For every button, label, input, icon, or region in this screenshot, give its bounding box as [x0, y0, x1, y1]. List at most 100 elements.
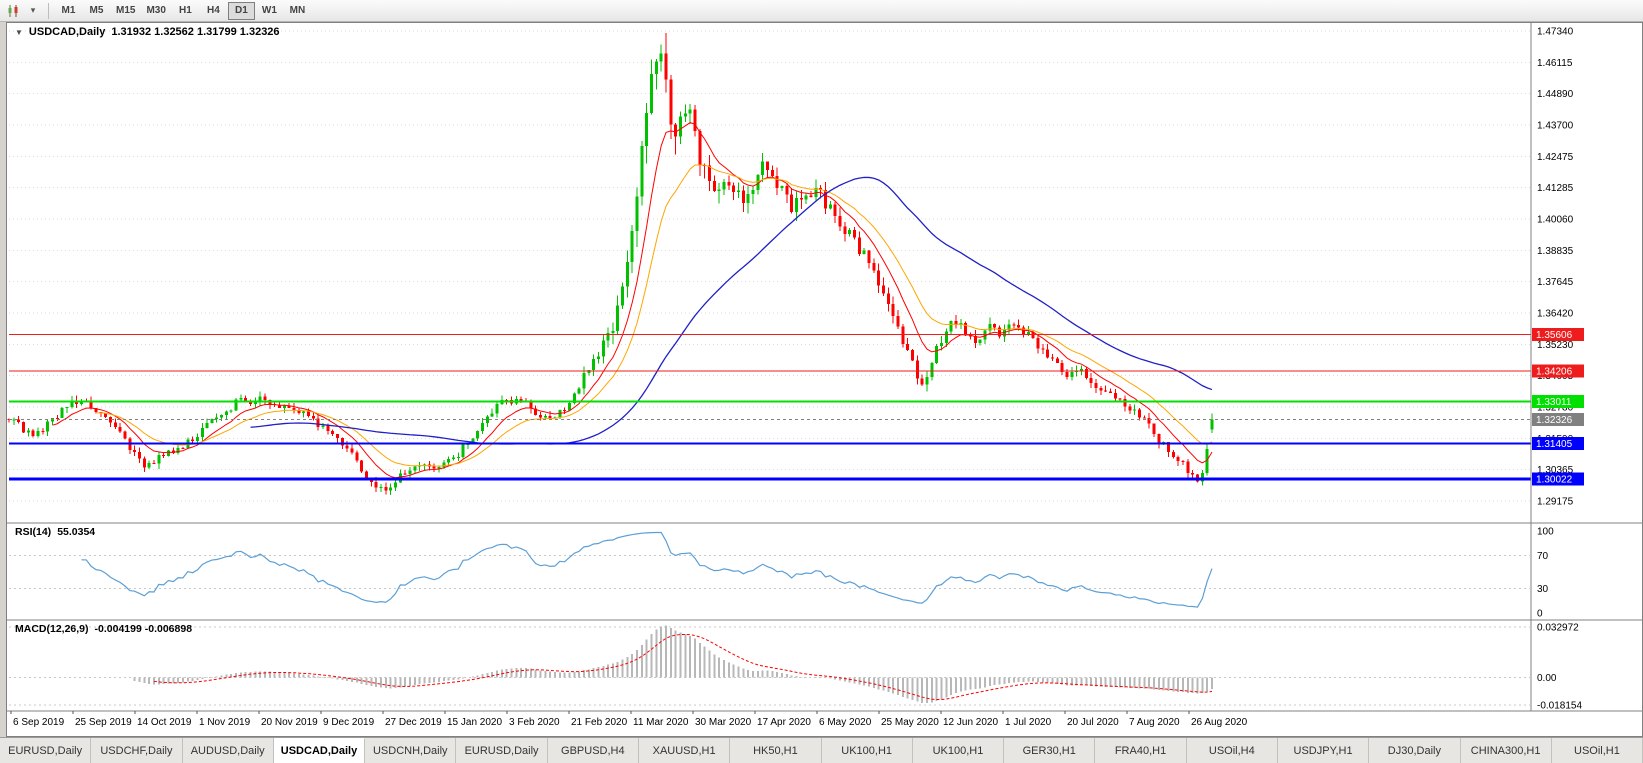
bear-candle-body [142, 458, 146, 468]
date-label: 9 Dec 2019 [323, 717, 375, 728]
bull-candle-body [587, 370, 591, 373]
bear-candle-body [278, 404, 282, 408]
date-label: 11 Mar 2020 [633, 717, 689, 728]
bull-candle-body [828, 204, 832, 209]
chart-tab-UK100-H1[interactable]: UK100,H1 [821, 738, 913, 763]
bear-candle-body [21, 422, 25, 433]
bull-candle-body [935, 345, 939, 364]
bear-candle-body [708, 165, 712, 182]
bull-candle-body [46, 421, 50, 432]
price-tick-label: 1.44890 [1537, 89, 1574, 100]
date-label: 6 May 2020 [819, 717, 872, 728]
chart-tab-USOil-H1[interactable]: USOil,H1 [1551, 738, 1643, 763]
chart-tab-XAUUSD-H1[interactable]: XAUUSD,H1 [638, 738, 731, 763]
bear-candle-body [108, 416, 112, 423]
toolbar-dropdown-icon[interactable]: ▾ [30, 5, 36, 15]
chart-tab-USDJPY-H1[interactable]: USDJPY,H1 [1277, 738, 1370, 763]
bull-candle-body [224, 411, 228, 415]
bear-candle-body [1138, 409, 1142, 418]
bull-candle-body [495, 403, 499, 414]
bull-candle-body [490, 413, 494, 417]
price-badge-1.34206 [1532, 364, 1584, 378]
chart-tab-AUDUSD-Daily[interactable]: AUDUSD,Daily [182, 738, 274, 763]
bull-candle-body [944, 331, 948, 343]
chart-tab-EURUSD-Daily[interactable]: EURUSD,Daily [456, 738, 548, 763]
bear-candle-body [993, 323, 997, 328]
bear-candle-body [137, 451, 141, 459]
bear-candle-body [360, 460, 364, 472]
bull-candle-body [70, 400, 74, 408]
chart-tab-USDCHF-Daily[interactable]: USDCHF,Daily [91, 738, 183, 763]
bull-candle-body [379, 486, 383, 488]
bear-candle-body [331, 431, 335, 434]
bear-candle-body [785, 185, 789, 195]
bull-candle-body [780, 185, 784, 189]
bear-candle-body [171, 450, 175, 453]
bear-candle-body [519, 398, 523, 401]
bear-candle-body [1186, 461, 1190, 473]
chart-tab-USDCNH-Daily[interactable]: USDCNH,Daily [365, 738, 457, 763]
price-tick-label: 1.47340 [1537, 27, 1574, 38]
chart-type-icon[interactable] [4, 2, 22, 20]
timeframe-button-W1[interactable]: W1 [256, 2, 283, 20]
chart-tab-USDCAD-Daily[interactable]: USDCAD,Daily [273, 738, 366, 763]
bull-candle-body [1002, 329, 1006, 337]
chart-tab-USOil-H4[interactable]: USOil,H4 [1186, 738, 1278, 763]
rsi-axis-label: 30 [1537, 584, 1549, 595]
timeframe-button-MN[interactable]: MN [284, 2, 311, 20]
chart-tab-GER30-H1[interactable]: GER30,H1 [1004, 738, 1096, 763]
bull-candle-body [988, 323, 992, 331]
timeframe-button-H1[interactable]: H1 [172, 2, 199, 20]
bear-candle-body [1089, 378, 1093, 384]
bull-candle-body [176, 447, 180, 453]
bull-candle-body [447, 458, 451, 463]
price-tick-label: 1.29175 [1537, 497, 1574, 508]
bull-candle-body [321, 425, 325, 427]
bull-candle-body [654, 61, 658, 75]
bull-candle-body [645, 112, 649, 146]
chart-tab-HK50-H1[interactable]: HK50,H1 [730, 738, 822, 763]
bear-candle-body [1012, 324, 1016, 326]
chart-area: 1.47340 1.46115 1.44890 1.43700 1.42475 1.412… [6, 22, 1643, 737]
bear-candle-body [1128, 406, 1132, 411]
price-tick-label: 1.40060 [1537, 215, 1574, 226]
price-chart[interactable]: 1.47340 1.46115 1.44890 1.43700 1.42475 1.412… [7, 23, 1642, 736]
bear-candle-body [1176, 456, 1180, 462]
timeframe-button-M5[interactable]: M5 [83, 2, 110, 20]
price-badge-label: 1.32326 [1536, 415, 1573, 426]
timeframe-button-M30[interactable]: M30 [141, 2, 170, 20]
bear-candle-body [374, 481, 378, 488]
candles [7, 33, 1214, 496]
chart-tab-FRA40-H1[interactable]: FRA40,H1 [1095, 738, 1187, 763]
bear-candle-body [997, 327, 1001, 337]
bear-candle-body [1099, 388, 1103, 391]
chart-tab-EURUSD-Daily[interactable]: EURUSD,Daily [0, 738, 92, 763]
bear-candle-body [152, 463, 156, 465]
bull-candle-body [567, 403, 571, 411]
chart-tab-DJ30-Daily[interactable]: DJ30,Daily [1369, 738, 1461, 763]
bull-candle-body [949, 321, 953, 332]
bear-candle-body [538, 414, 542, 418]
bear-candle-body [843, 226, 847, 235]
timeframe-button-D1[interactable]: D1 [227, 1, 255, 20]
date-label: 25 May 2020 [881, 717, 939, 728]
rsi-line [81, 531, 1213, 608]
chart-tab-UK100-H1[interactable]: UK100,H1 [912, 738, 1005, 763]
bear-candle-body [297, 409, 301, 414]
bear-candle-body [891, 304, 895, 316]
chart-tab-GBPUSD-H4[interactable]: GBPUSD,H4 [547, 738, 639, 763]
bear-candle-body [505, 399, 509, 401]
chart-tab-CHINA300-H1[interactable]: CHINA300,H1 [1460, 738, 1552, 763]
bear-candle-body [693, 109, 697, 132]
timeframe-button-M15[interactable]: M15 [111, 2, 140, 20]
bull-candle-body [200, 428, 204, 437]
timeframe-button-M1[interactable]: M1 [55, 2, 82, 20]
price-tick-label: 1.37645 [1537, 277, 1574, 288]
timeframe-button-H4[interactable]: H4 [200, 2, 227, 20]
date-label: 6 Sep 2019 [13, 717, 65, 728]
bear-candle-body [1157, 433, 1161, 444]
bear-candle-body [181, 447, 185, 449]
bull-candle-body [239, 398, 243, 400]
bear-candle-body [336, 433, 340, 438]
price-badge-label: 1.34206 [1536, 366, 1573, 377]
